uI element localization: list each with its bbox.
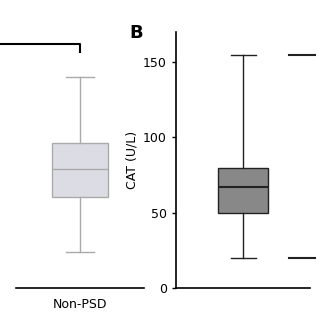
Text: B: B [129, 24, 143, 42]
PathPatch shape [52, 143, 108, 197]
Y-axis label: CAT (U/L): CAT (U/L) [126, 131, 139, 189]
PathPatch shape [218, 168, 268, 213]
